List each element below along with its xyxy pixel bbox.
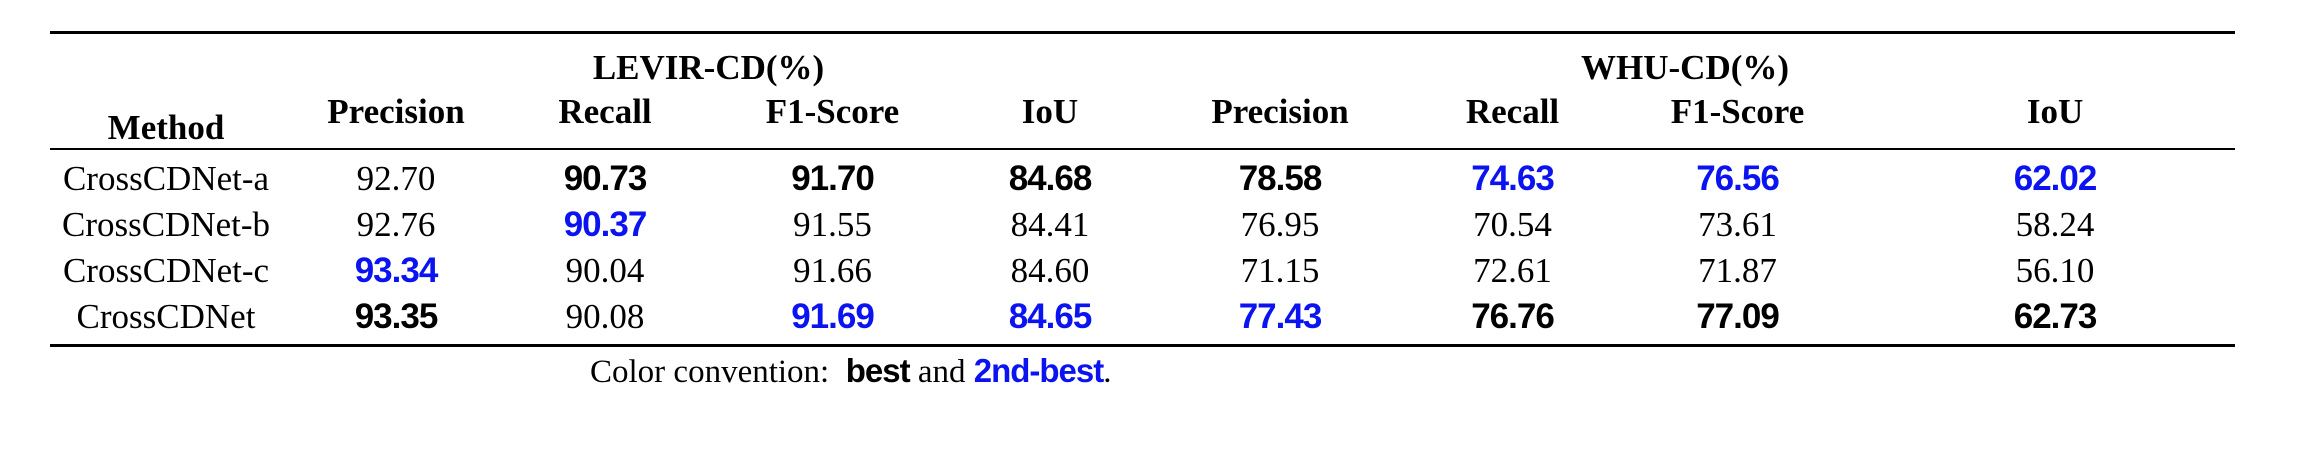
caption-suffix: .: [1103, 354, 1112, 390]
table-row: CrossCDNet-c 93.34 90.04 91.66 84.60 71.15 72.…: [50, 248, 2235, 294]
metric-value-cell: 84.68: [1008, 159, 1093, 198]
group-header-whu: WHU-CD(%): [1135, 31, 2236, 88]
metric-value-cell: 77.09: [1600, 294, 1876, 347]
metric-header: Recall: [510, 88, 700, 150]
metric-value-cell: 84.60: [1010, 251, 1090, 290]
metric-header: Recall: [1425, 88, 1601, 150]
metric-value-cell: 56.10: [2015, 251, 2095, 290]
metric-value-cell: 71.87: [1698, 251, 1777, 290]
metric-value-cell: 72.61: [1473, 251, 1552, 290]
metric-value-cell: 90.08: [510, 294, 700, 347]
metric-header: IoU: [965, 88, 1136, 150]
metric-value-cell: 91.55: [793, 205, 872, 244]
metric-value-cell: 76.95: [1240, 205, 1320, 244]
metric-header: Precision: [1135, 88, 1426, 150]
table-body: CrossCDNet-a 92.70 90.73 91.70 84.68 78.58 74.…: [50, 149, 2236, 347]
metric-value-cell: 90.73: [563, 159, 648, 198]
metric-value-cell: 91.69: [700, 294, 965, 347]
metric-value-cell: 62.73: [1875, 294, 2236, 347]
metric-value-cell: 70.54: [1473, 205, 1552, 244]
method-name-cell: CrossCDNet: [50, 294, 282, 347]
results-table: Method LEVIR-CD(%) WHU-CD(%) Precision R…: [50, 31, 2236, 347]
metric-value-cell: 77.43: [1135, 294, 1426, 347]
metric-header-row: Precision Recall F1-Score IoU Precision …: [50, 88, 2236, 150]
metric-value-cell: 73.61: [1698, 205, 1777, 244]
caption-best-label: best: [845, 352, 911, 389]
metric-value-cell: 92.70: [356, 159, 436, 198]
table-row: CrossCDNet 93.35 90.08 91.69 84.65 77.43 76.76…: [50, 294, 2236, 347]
metric-value-cell: 58.24: [2015, 205, 2095, 244]
metric-value-cell: 62.02: [2013, 159, 2098, 198]
metric-value-cell: 84.41: [1010, 205, 1090, 244]
group-header-row: Method LEVIR-CD(%) WHU-CD(%): [50, 31, 2236, 150]
metric-header: IoU: [1875, 88, 2236, 150]
metric-value-cell: 93.35: [282, 294, 510, 347]
results-table-container: Method LEVIR-CD(%) WHU-CD(%) Precision R…: [50, 31, 2236, 347]
color-convention-caption: Color convention: best and 2nd-best.: [590, 352, 1112, 391]
metric-value-cell: 92.76: [356, 205, 436, 244]
caption-and: and: [917, 354, 966, 390]
method-name-cell: CrossCDNet-c: [62, 251, 270, 290]
metric-value-cell: 74.63: [1471, 159, 1555, 198]
metric-header: F1-Score: [700, 88, 965, 150]
metric-value-cell: 84.65: [965, 294, 1136, 347]
caption-second-label: 2nd-best: [973, 352, 1105, 389]
method-header: Method: [50, 31, 282, 150]
metric-header: Precision: [282, 88, 510, 150]
metric-value-cell: 71.15: [1240, 251, 1320, 290]
method-name-cell: CrossCDNet-b: [61, 205, 271, 244]
metric-value-cell: 93.34: [354, 251, 439, 290]
method-name-cell: CrossCDNet-a: [62, 159, 270, 198]
group-header-levir: LEVIR-CD(%): [282, 31, 1136, 88]
metric-header: F1-Score: [1600, 88, 1876, 150]
metric-value-cell: 78.58: [1238, 159, 1323, 198]
table-row: CrossCDNet-b 92.76 90.37 91.55 84.41 76.95 70.…: [50, 202, 2235, 248]
caption-prefix: Color convention:: [590, 354, 830, 390]
metric-value-cell: 76.56: [1696, 159, 1780, 198]
metric-value-cell: 90.04: [565, 251, 645, 290]
metric-value-cell: 91.66: [793, 251, 872, 290]
metric-value-cell: 90.37: [563, 205, 648, 244]
table-row: CrossCDNet-a 92.70 90.73 91.70 84.68 78.58 74.…: [50, 149, 2235, 202]
metric-value-cell: 91.70: [791, 159, 875, 198]
metric-value-cell: 76.76: [1425, 294, 1601, 347]
